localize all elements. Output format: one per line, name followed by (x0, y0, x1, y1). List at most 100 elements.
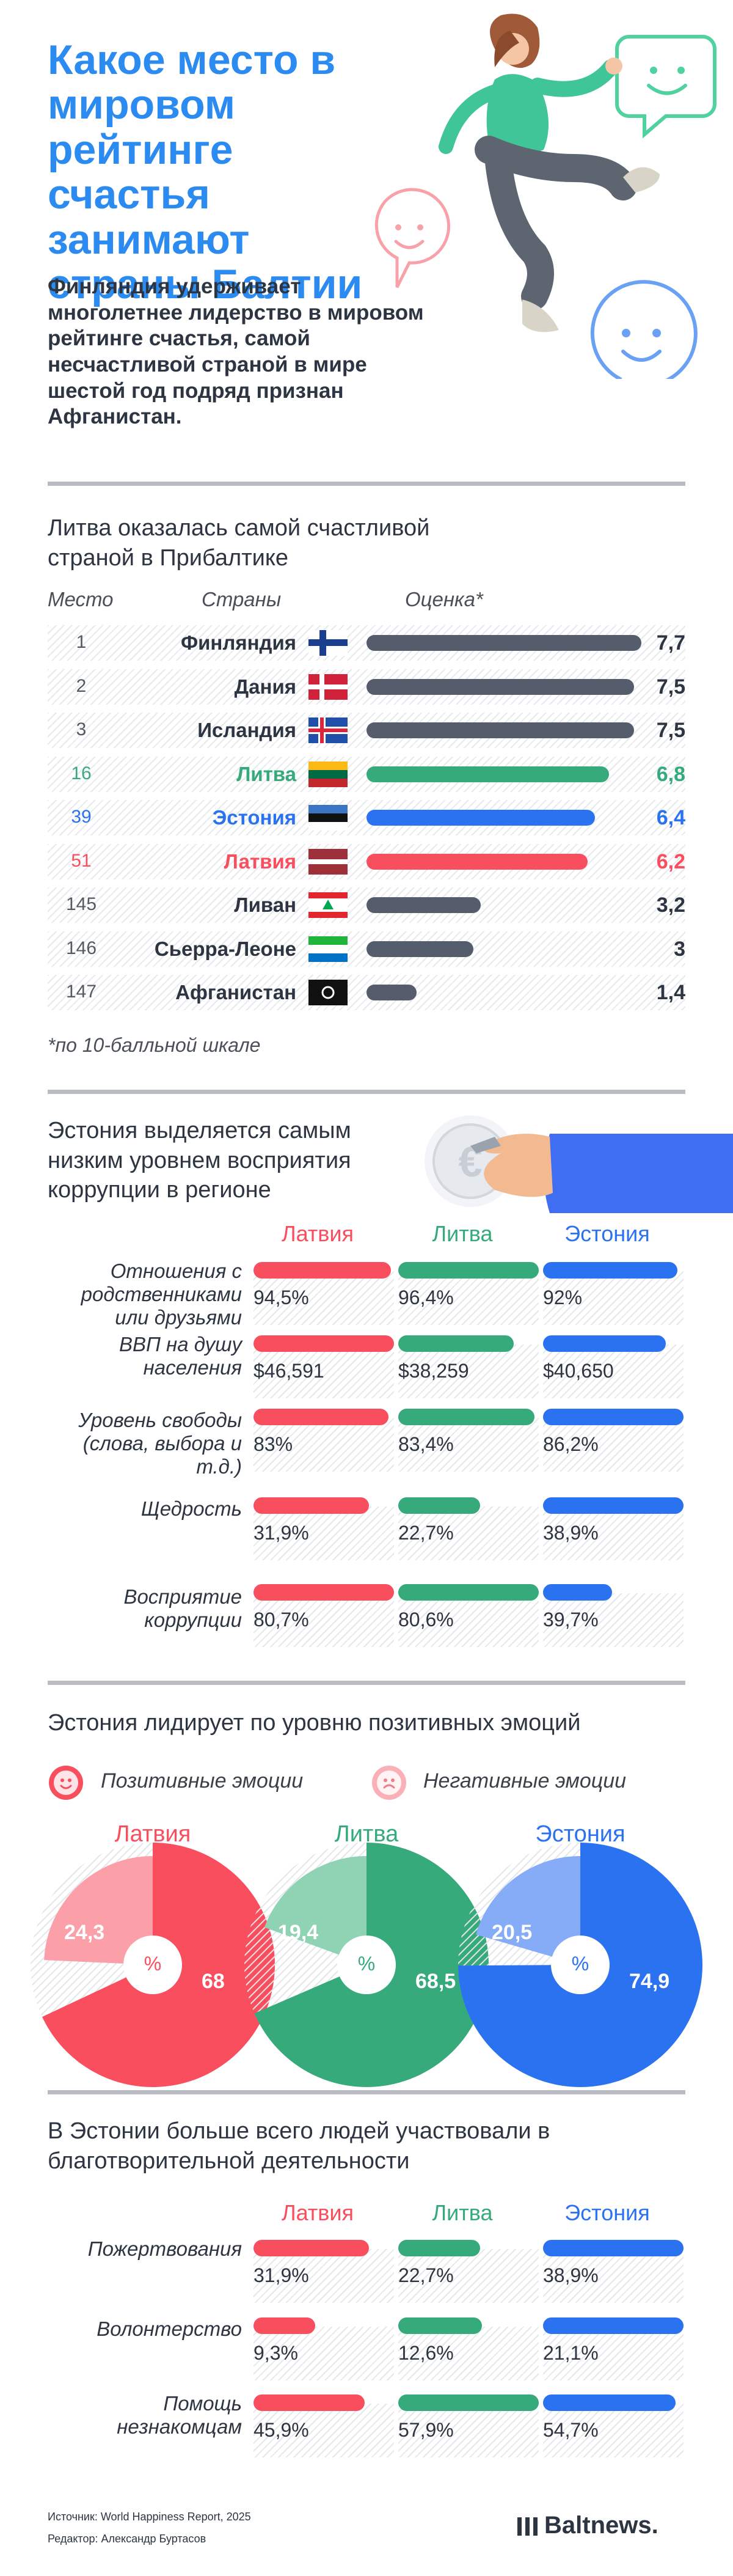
ranking-score: 6,4 (656, 806, 685, 829)
charity-grid-value: 12,6% (398, 2342, 454, 2364)
corruption-grid-bar (398, 1262, 539, 1279)
editor-text: Редактор: Александр Буртасов (48, 2533, 206, 2545)
corruption-grid-cell-bg (253, 1506, 394, 1560)
ranking-country: Эстония (212, 806, 296, 829)
pie-label-negative: 19,4 (278, 1921, 319, 1944)
corruption-grid-row-label: Уровень свободы (слова, выбора и т.д.) (78, 1409, 242, 1478)
pie-title: Латвия (114, 1821, 191, 1847)
estonia-flag-icon (308, 805, 348, 831)
ranking-score: 7,7 (656, 631, 685, 655)
pie-center-label: % (357, 1953, 376, 1975)
corruption-grid-cell-bg (543, 1418, 684, 1472)
ranking-flag (308, 936, 348, 962)
pie-label-positive: 68,5 (415, 1970, 456, 1993)
ranking-bar (366, 810, 595, 826)
euro-coin-hand-illustration: € (425, 1115, 733, 1213)
corruption-grid-cell-bg (253, 1271, 394, 1325)
ranking-country: Латвия (224, 850, 296, 873)
corruption-grid-value: 94,5% (253, 1286, 309, 1308)
corruption-grid-cell-bg (253, 1418, 394, 1472)
ranking-rank: 16 (71, 763, 92, 783)
divider (48, 1681, 685, 1685)
divider (48, 482, 685, 486)
sierra-leone-flag-icon (308, 936, 348, 962)
latvia-flag-icon (308, 849, 348, 875)
ranking-bar (366, 635, 641, 651)
charity-grid-value: 45,9% (253, 2419, 309, 2441)
lebanon-flag-icon (308, 892, 348, 918)
charity-grid-row-label: Волонтерство (97, 2317, 242, 2340)
ranking-flag (308, 805, 348, 831)
ranking-rank: 145 (65, 894, 97, 914)
corruption-grid-bar (253, 1335, 394, 1352)
charity-grid-bar (398, 2317, 482, 2334)
corruption-grid-row-label: Восприятие коррупции (123, 1585, 242, 1631)
charity-grid-cell-bg (543, 2249, 684, 2303)
ranking-flag (308, 849, 348, 875)
charity-grid-bar (253, 2317, 315, 2334)
charity-grid-bar (543, 2394, 676, 2411)
smile-bubble-green-icon (615, 35, 717, 139)
pie-slice-negative (44, 1856, 153, 1965)
brand-name: Baltnews. (544, 2512, 658, 2539)
corruption-grid-value: $38,259 (398, 1360, 469, 1382)
ranking-country: Финляндия (180, 631, 296, 654)
divider (48, 2090, 685, 2094)
pie-center-label: % (571, 1953, 589, 1975)
corruption-grid-row-label: ВВП на душу населения (119, 1333, 242, 1379)
smile-bubble-blue-icon (590, 280, 698, 379)
corruption-grid-value: 80,7% (253, 1609, 309, 1631)
corruption-section-title: Эстония выделяется самым низким уровнем … (48, 1118, 351, 1203)
ranking-rank: 51 (71, 851, 92, 871)
corruption-grid-bar (253, 1409, 388, 1425)
charity-section-title: В Эстонии больше всего людей участвовали… (48, 2118, 550, 2174)
ranking-score: 7,5 (656, 719, 685, 742)
pie-chart (458, 1843, 702, 2087)
corruption-grid-bar (543, 1335, 666, 1352)
charity-grid-bar (543, 2240, 684, 2256)
charity-grid-value: 31,9% (253, 2264, 309, 2286)
ranking-rank: 2 (76, 676, 87, 696)
corruption-grid-bar (253, 1584, 394, 1601)
charity-grid-value: 9,3% (253, 2342, 298, 2364)
corruption-grid-value: 38,9% (543, 1522, 599, 1544)
pie-slice-negative (264, 1856, 366, 1965)
brand-logo: Baltnews. (516, 2512, 658, 2539)
corruption-grid-cell-bg (543, 1345, 684, 1398)
iceland-flag-icon (308, 717, 348, 743)
ranking-footnote: *по 10-балльной шкале (48, 1034, 261, 1056)
ranking-score: 7,5 (656, 675, 685, 699)
positive-emotions-icon (49, 1766, 83, 1800)
ranking-country: Литва (236, 763, 296, 785)
negative-emotions-icon (372, 1766, 406, 1800)
jumping-woman-illustration (439, 13, 660, 332)
charity-grid-cell-bg (543, 2327, 684, 2380)
pie-center (123, 1936, 182, 1994)
corruption-grid-bar (398, 1497, 480, 1514)
ranking-country: Афганистан (175, 981, 296, 1004)
corruption-grid-value: 96,4% (398, 1286, 454, 1308)
page-title: Какое место в мировом рейтинге счастья з… (48, 37, 363, 308)
emotions-section-title: Эстония лидирует по уровню позитивных эм… (48, 1710, 581, 1736)
corruption-grid-bar (398, 1409, 534, 1425)
corruption-grid-cell-bg (398, 1593, 539, 1647)
corruption-grid-value: 86,2% (543, 1433, 599, 1455)
corruption-grid-value: 83% (253, 1433, 293, 1455)
corruption-grid-cell-bg (398, 1345, 539, 1398)
corruption-grid-cell-bg (398, 1418, 539, 1472)
corruption-grid-cell-bg (398, 1506, 539, 1560)
corruption-grid-header-1: Литва (432, 1221, 493, 1246)
lead-paragraph: Финляндия удерживает многолетнее лидерст… (48, 274, 424, 429)
charity-grid-bar (253, 2240, 369, 2256)
charity-grid-header-0: Латвия (281, 2200, 354, 2225)
ranking-score: 6,8 (656, 763, 685, 786)
corruption-grid-value: 92% (543, 1286, 583, 1308)
corruption-grid-bar (543, 1409, 684, 1425)
pie-label-positive: 68 (202, 1970, 225, 1993)
ranking-country: Сьерра-Леоне (154, 938, 296, 960)
corruption-grid-cell-bg (543, 1506, 684, 1560)
charity-grid-cell-bg (398, 2404, 539, 2457)
logo-bars-icon (517, 2517, 538, 2536)
ranking-rank: 3 (76, 719, 87, 739)
ranking-flag (308, 980, 348, 1005)
